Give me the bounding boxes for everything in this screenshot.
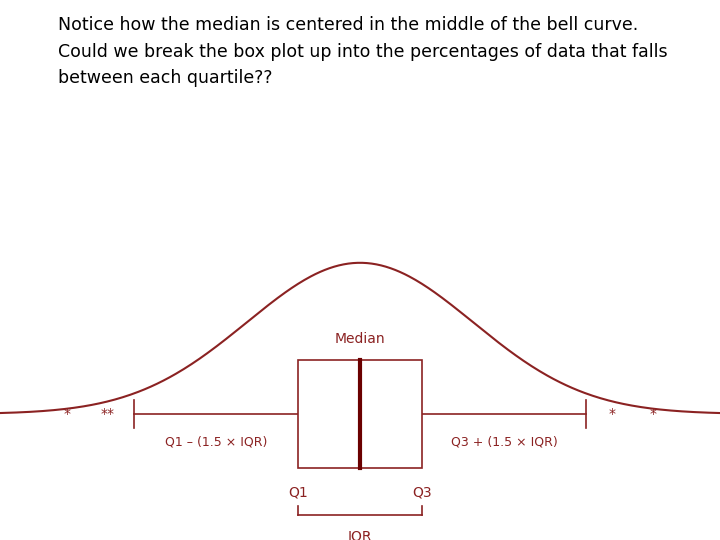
Text: **: **: [101, 407, 115, 421]
Text: *: *: [63, 407, 71, 421]
Text: Q1: Q1: [289, 486, 308, 500]
Text: *: *: [608, 407, 616, 421]
Text: Q1 – (1.5 × IQR): Q1 – (1.5 × IQR): [165, 436, 267, 449]
Text: Median: Median: [335, 332, 385, 346]
Text: Notice how the median is centered in the middle of the bell curve.
Could we brea: Notice how the median is centered in the…: [58, 16, 667, 87]
Text: Q3 + (1.5 × IQR): Q3 + (1.5 × IQR): [451, 436, 557, 449]
Text: *: *: [649, 407, 657, 421]
Text: IQR: IQR: [348, 529, 372, 540]
Bar: [298, 360, 422, 468]
Text: Q3: Q3: [412, 486, 431, 500]
